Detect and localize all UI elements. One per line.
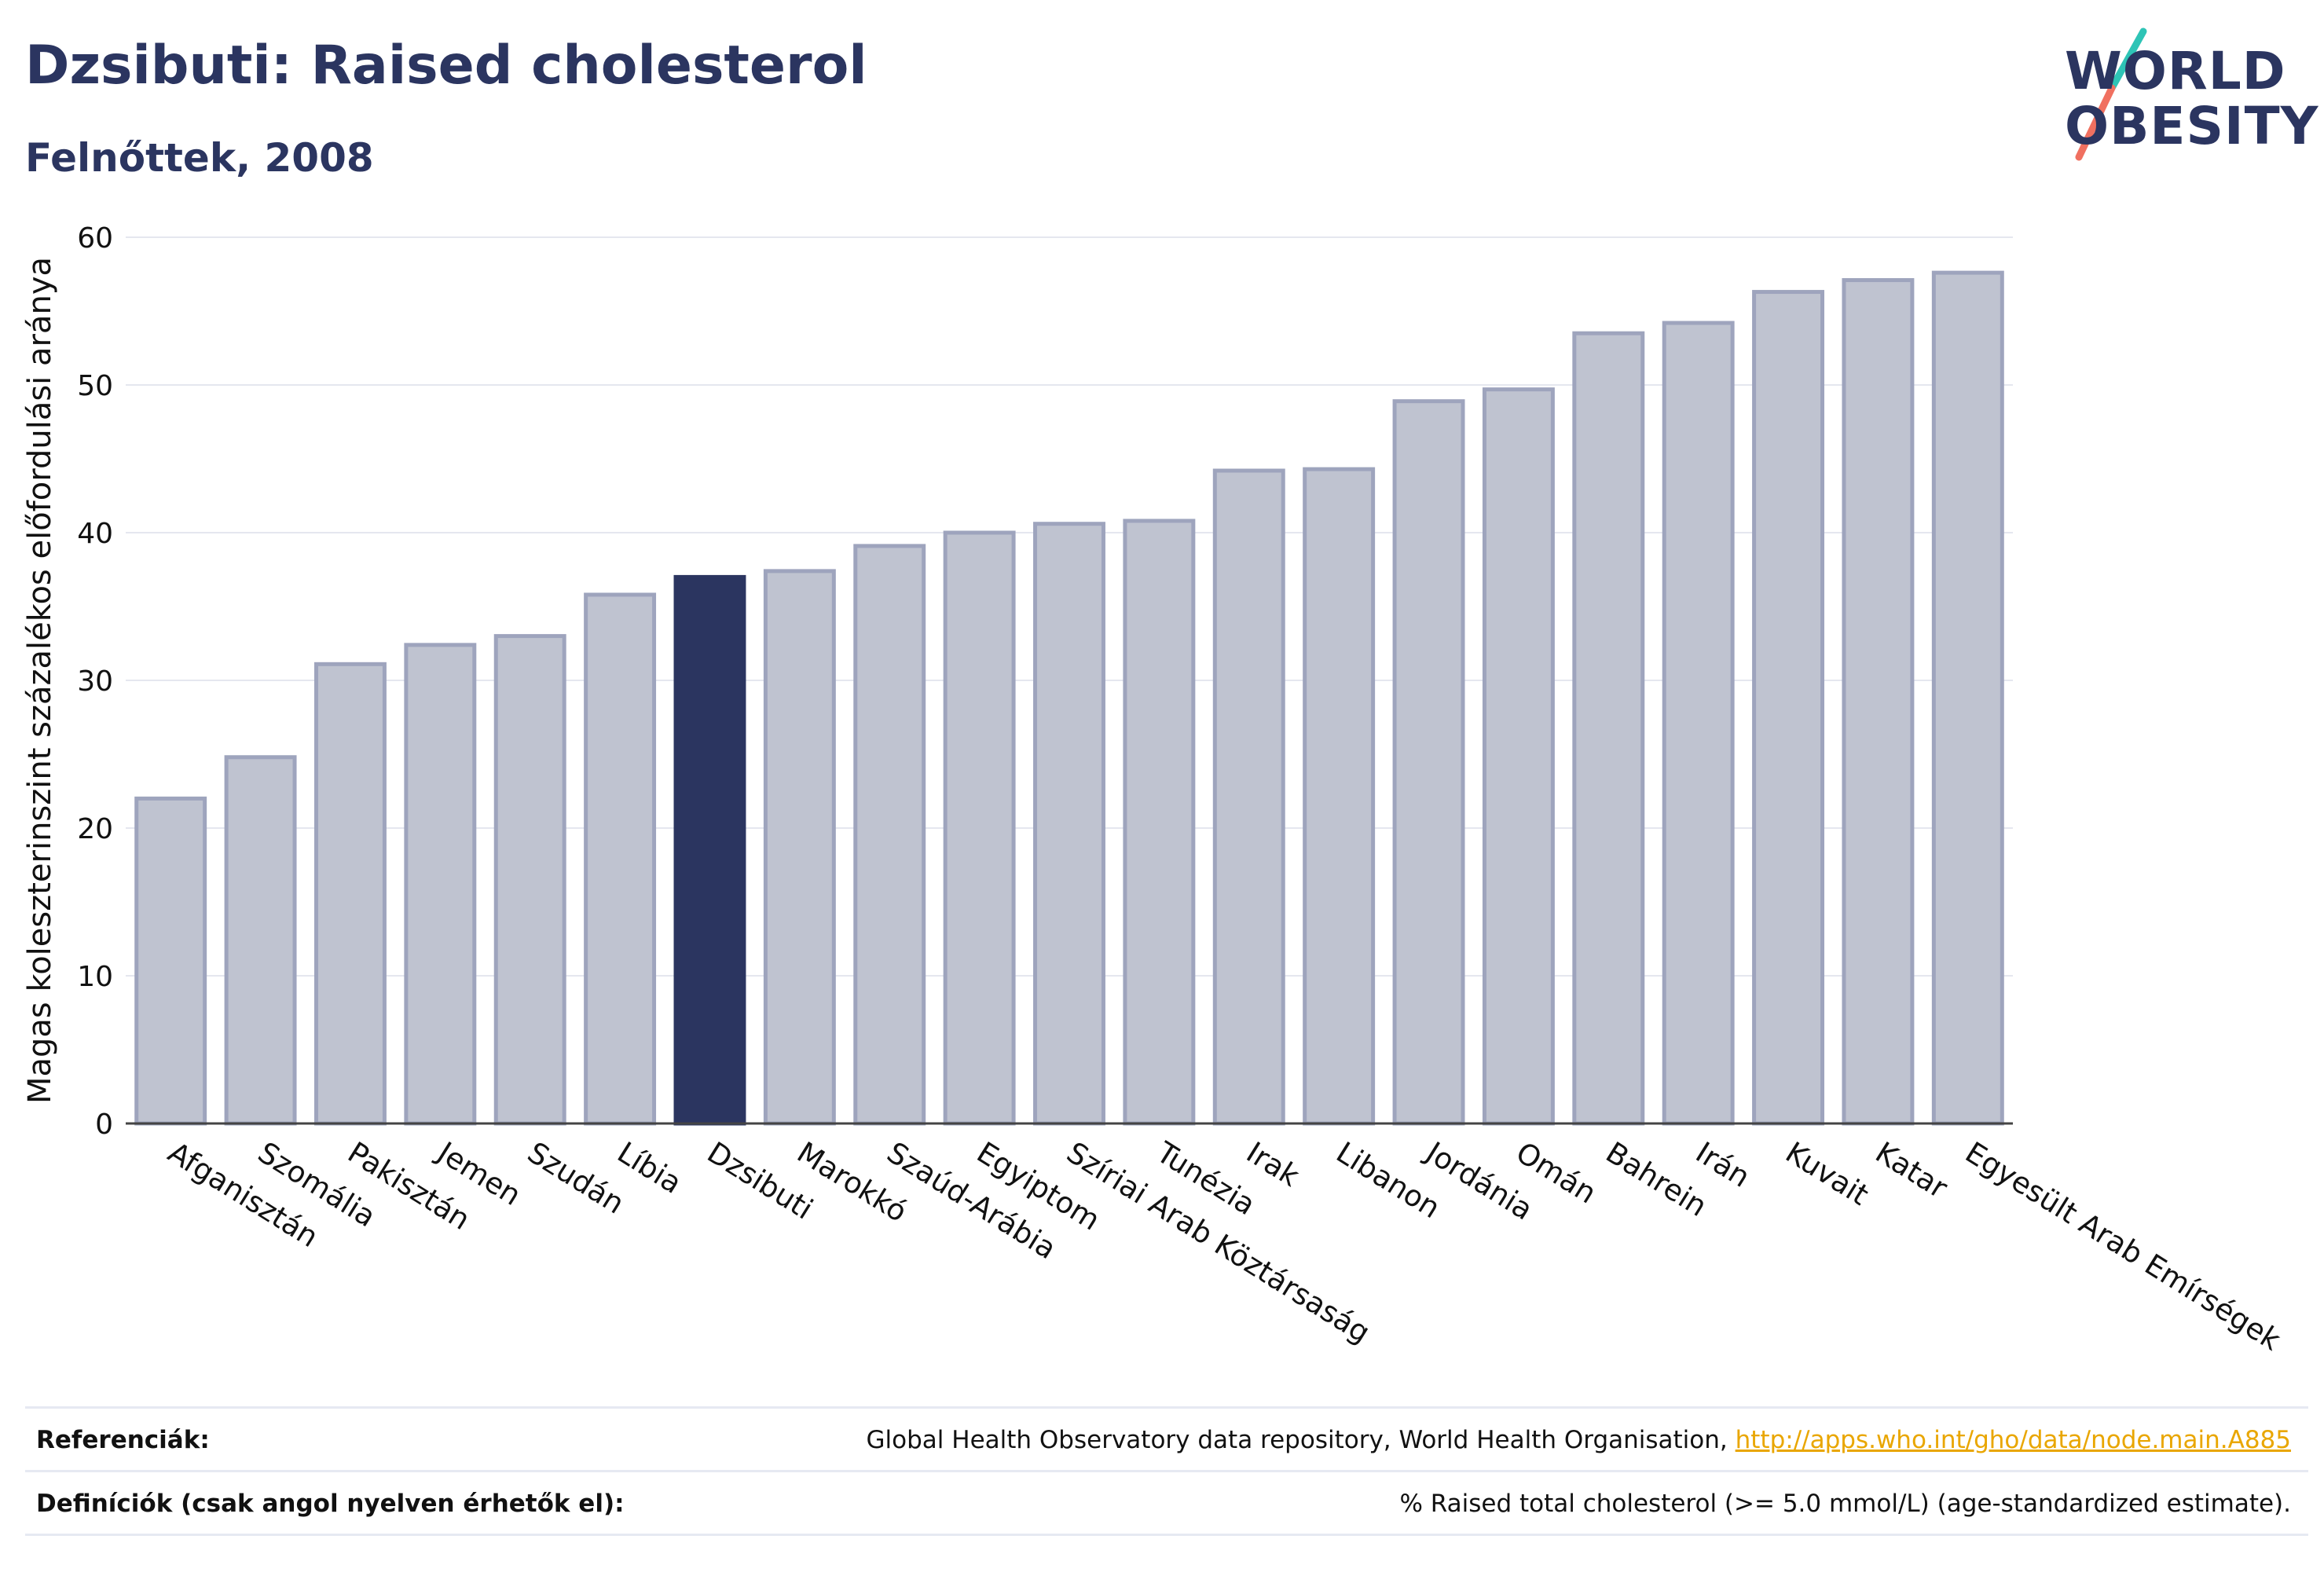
y-tick-label: 40 [77, 518, 113, 550]
logo-text-obesity: OBESITY [2065, 96, 2319, 156]
logo-slash-icon [2075, 27, 2147, 161]
y-tick-label: 50 [77, 370, 113, 402]
bar[interactable] [853, 544, 926, 1126]
x-tick-label: Katar [1870, 1135, 1954, 1205]
bar[interactable] [584, 592, 657, 1126]
x-tick-label: Egyesült Arab Emírségek [1959, 1135, 2287, 1358]
references-row: Referenciák: Global Health Observatory d… [25, 1406, 2308, 1470]
y-tick-label: 20 [77, 813, 113, 845]
x-tick-label: Irán [1690, 1135, 1756, 1194]
references-value: Global Health Observatory data repositor… [867, 1426, 2291, 1454]
bar[interactable] [1123, 519, 1196, 1126]
bar[interactable] [404, 643, 477, 1126]
x-tick-label: Szudán [522, 1135, 630, 1221]
references-label: Referenciák: [36, 1426, 210, 1454]
bar[interactable] [224, 755, 297, 1126]
bar[interactable] [763, 569, 836, 1126]
references-link[interactable]: http://apps.who.int/gho/data/node.main.A… [1735, 1426, 2291, 1454]
bar[interactable] [1033, 522, 1105, 1126]
bar[interactable] [1392, 399, 1465, 1126]
references-table: Referenciák: Global Health Observatory d… [25, 1406, 2308, 1536]
bar[interactable] [313, 662, 387, 1126]
definitions-label: Definíciók (csak angol nyelven érhetők e… [36, 1490, 625, 1518]
y-tick-label: 60 [77, 222, 113, 255]
x-tick-label: Bahrein [1600, 1135, 1714, 1223]
bar[interactable] [1842, 278, 1915, 1126]
y-tick-label: 10 [77, 961, 113, 993]
x-axis-labels: AfganisztánSzomáliaPakisztánJemenSzudánL… [162, 1134, 2286, 1358]
bar[interactable] [1752, 290, 1825, 1126]
bar[interactable] [1303, 467, 1376, 1126]
references-text: Global Health Observatory data repositor… [866, 1426, 1728, 1454]
page-subtitle: Felnőttek, 2008 [25, 135, 374, 181]
bar[interactable] [1931, 270, 2004, 1126]
y-tick-label: 30 [77, 665, 113, 698]
bar[interactable] [1482, 387, 1555, 1126]
bar[interactable] [493, 634, 566, 1126]
bar[interactable] [1212, 468, 1285, 1126]
bar-highlighted[interactable] [673, 574, 746, 1126]
bars [134, 270, 2004, 1126]
bar[interactable] [1662, 321, 1735, 1126]
definitions-text: % Raised total cholesterol (>= 5.0 mmol/… [1399, 1490, 2291, 1518]
y-axis-ticks: 0 10 20 30 40 50 60 [77, 222, 113, 1141]
bar[interactable] [134, 796, 207, 1126]
y-axis-title: Magas koleszterinszint százalékos előfor… [22, 257, 58, 1104]
bar[interactable] [1572, 331, 1645, 1126]
logo-text-world: WORLD [2065, 41, 2286, 101]
bar[interactable] [943, 530, 1016, 1126]
x-tick-label: Libanon [1330, 1135, 1446, 1225]
definitions-row: Definíciók (csak angol nyelven érhetők e… [25, 1470, 2308, 1536]
world-obesity-logo[interactable]: WORLD OBESITY [2051, 24, 2318, 173]
y-tick-label: 0 [95, 1109, 113, 1141]
page-title: Dzsibuti: Raised cholesterol [25, 35, 867, 97]
x-tick-label: Kuvait [1780, 1135, 1875, 1212]
bar-chart: 0 10 20 30 40 50 60 AfganisztánSzomáliaPakiszt… [22, 222, 2287, 1358]
x-tick-label: Irak [1241, 1135, 1306, 1193]
